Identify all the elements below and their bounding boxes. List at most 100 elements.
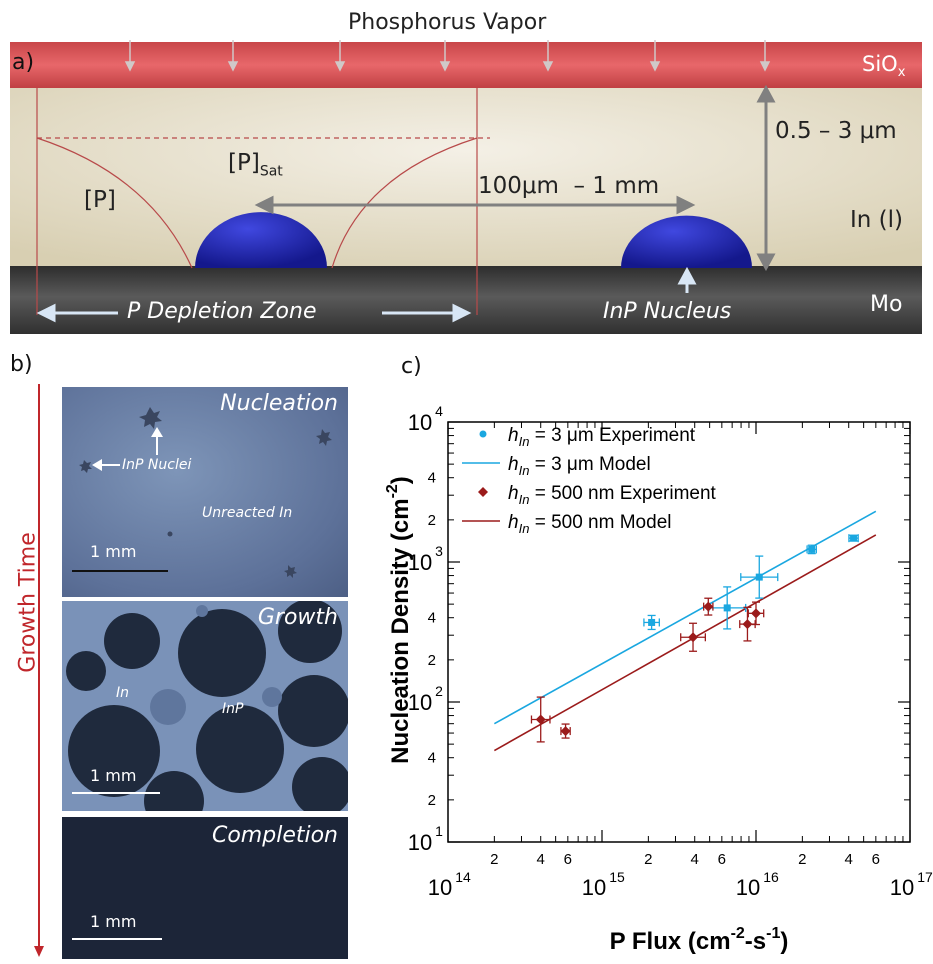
legend-label: hIn = 500 nm Experiment — [508, 483, 717, 507]
nucleus-arrow — [677, 266, 697, 293]
x-major-tick-label: 10 — [428, 875, 452, 900]
p-sat-label: [P]Sat — [228, 150, 283, 180]
inp-droplet-right — [621, 215, 752, 268]
nucleation-title: Nucleation — [220, 391, 338, 416]
y-minor-tick-label: 2 — [428, 652, 436, 669]
data-point-500nm — [751, 608, 761, 619]
data-point-500nm — [742, 619, 753, 630]
legend-label-text: = 3 μm Model — [529, 454, 650, 475]
photo-nucleation: Nucleation InP Nuclei Unreacted In 1 mm — [62, 387, 348, 597]
legend-label: hIn = 3 μm Experiment — [508, 425, 696, 449]
legend-label-sub: In — [519, 492, 530, 507]
growth-time-label: Growth Time — [15, 532, 41, 673]
y-major-tick-label: 10 — [408, 410, 432, 435]
legend-label-h: h — [508, 425, 519, 446]
y-minor-tick-label: 4 — [428, 610, 436, 627]
y-major-tick-label: 10 — [408, 830, 432, 855]
growth-time-arrow — [34, 384, 44, 957]
nuclei-up-arrow — [151, 427, 163, 455]
schematic-panel-a: a) Phosphorus Vapor SiOx 0.5 – 3 μm [P]S… — [0, 0, 933, 345]
nuclei-marks — [79, 407, 332, 578]
thickness-label: 0.5 – 3 μm — [775, 118, 897, 144]
indium-layer — [10, 88, 922, 266]
panel-b-letter: b) — [10, 352, 33, 377]
y-axis-title-part: ) — [387, 476, 414, 484]
completion-scale-label: 1 mm — [90, 912, 137, 931]
spacing-label: 100μm – 1 mm — [478, 173, 660, 199]
x-axis-title-part: -1 — [766, 925, 780, 942]
legend-label-sub: In — [519, 434, 530, 449]
siox-main: SiO — [862, 52, 898, 76]
legend-label-sub: In — [519, 521, 530, 536]
unreacted-in-note: Unreacted In — [202, 505, 293, 521]
plot-frame — [447, 421, 911, 843]
data-point-3um — [755, 573, 763, 581]
x-axis-title-part: -2 — [731, 925, 745, 942]
in-liquid-label: In (l) — [850, 207, 904, 233]
photo-growth: Growth In InP 1 mm — [62, 601, 348, 811]
inp-note: InP — [222, 701, 244, 717]
y-axis-title-part: Nucleation Density (cm — [387, 498, 414, 763]
x-minor-tick-label: 6 — [564, 851, 572, 868]
completion-title: Completion — [211, 823, 338, 848]
y-major-tick-exponent: 1 — [435, 823, 443, 839]
x-minor-tick-label: 6 — [718, 851, 726, 868]
schematic-svg — [10, 40, 922, 334]
y-major-tick-label: 10 — [408, 550, 432, 575]
photo-completion: Completion 1 mm — [62, 817, 348, 959]
inp-nucleus-label: InP Nucleus — [603, 299, 732, 324]
data-point-3um — [850, 534, 858, 542]
data-point-3um — [723, 604, 731, 612]
x-minor-tick-label: 2 — [490, 851, 498, 868]
legend-label-text: = 500 nm Model — [529, 512, 671, 533]
thickness-arrow — [756, 84, 776, 272]
legend-marker — [479, 430, 487, 438]
in-note: In — [116, 685, 130, 701]
vapor-arrows — [124, 40, 771, 72]
legend-label: hIn = 500 nm Model — [508, 512, 671, 536]
nuclei-left-arrow — [92, 459, 120, 471]
panel-c-letter: c) — [401, 354, 422, 379]
x-axis-title-part: ) — [780, 928, 788, 955]
legend-label-h: h — [508, 512, 519, 533]
siox-layer — [10, 42, 922, 88]
depletion-zone-lines — [36, 88, 490, 315]
data-point-500nm — [703, 601, 714, 612]
p-sat-sub: Sat — [259, 163, 283, 180]
nucleation-scale-bar — [72, 570, 168, 572]
growth-scale-bar — [72, 792, 160, 794]
legend-marker — [478, 487, 488, 497]
nucleation-scale-label: 1 mm — [90, 542, 137, 561]
legend-label-text: = 3 μm Experiment — [529, 425, 695, 446]
x-major-tick-exponent: 16 — [763, 869, 779, 885]
nucleation-chart: 2 4 6 2 4 6 2 4 6 10 14 10 15 10 16 10 17 2 4 2 4 2 4 10 1 10 2 10 3… — [370, 380, 933, 959]
depletion-zone-label: P Depletion Zone — [127, 299, 317, 324]
y-axis-title: Nucleation Density (cm-2) — [384, 476, 414, 764]
legend-label: hIn = 3 μm Model — [508, 454, 651, 478]
y-axis-title-part: -2 — [384, 484, 401, 498]
depletion-arrows — [36, 303, 472, 323]
data-point-500nm — [535, 714, 546, 725]
y-major-tick-exponent: 4 — [435, 403, 443, 419]
x-minor-tick-label: 2 — [798, 851, 806, 868]
x-minor-tick-label: 4 — [537, 851, 545, 868]
panel-a-letter: a) — [12, 50, 35, 75]
inp-nuclei-note: InP Nuclei — [122, 457, 192, 473]
y-minor-tick-label: 4 — [428, 750, 436, 767]
y-minor-tick-label: 2 — [428, 792, 436, 809]
x-minor-tick-label: 4 — [845, 851, 853, 868]
y-minor-tick-label: 4 — [428, 470, 436, 487]
dendrite-marks — [66, 601, 348, 811]
x-axis-title-part: P Flux (cm — [610, 928, 731, 955]
x-minor-tick-label: 2 — [644, 851, 652, 868]
inp-droplet-left — [195, 212, 327, 268]
legend-label-h: h — [508, 454, 519, 475]
x-minor-tick-label: 4 — [691, 851, 699, 868]
phosphorus-vapor-label: Phosphorus Vapor — [348, 10, 547, 35]
y-major-tick-exponent: 3 — [435, 543, 443, 559]
spacing-arrow — [254, 195, 696, 215]
p-sat-main: [P] — [228, 150, 260, 176]
model-line-3um — [493, 510, 877, 725]
growth-scale-label: 1 mm — [90, 766, 137, 785]
